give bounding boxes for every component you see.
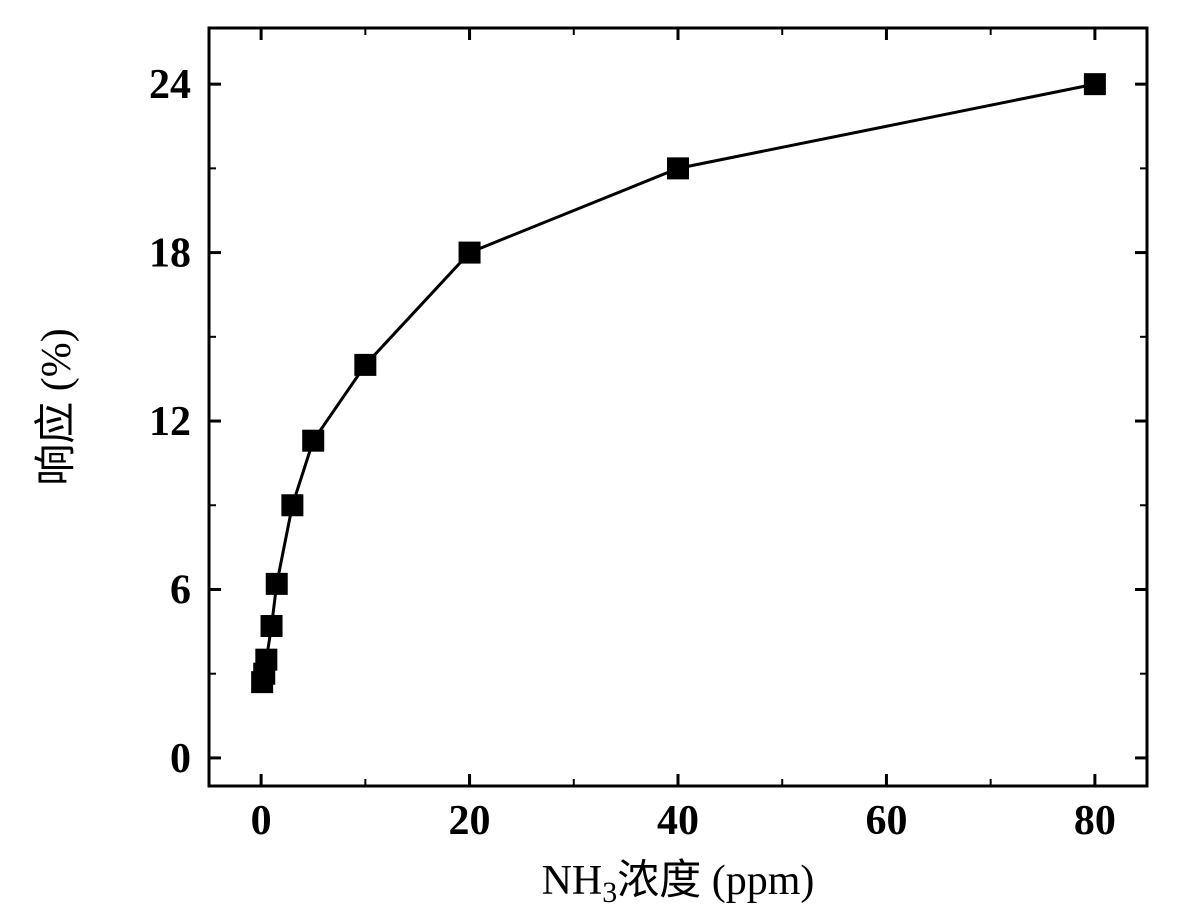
y-tick-label: 18 bbox=[149, 231, 191, 277]
chart-svg: 0 20 40 60 80 0 6 12 18 24 响应 (%) NH3浓度 (ppm) bbox=[0, 0, 1184, 922]
y-tick-label: 24 bbox=[149, 62, 191, 108]
data-marker bbox=[281, 494, 303, 516]
x-tick-label: 20 bbox=[449, 798, 491, 844]
y-tick-label: 0 bbox=[170, 736, 191, 782]
x-tick-label: 40 bbox=[657, 798, 699, 844]
x-tick-label: 80 bbox=[1074, 798, 1116, 844]
data-marker bbox=[261, 615, 283, 637]
y-tick-label: 6 bbox=[170, 567, 191, 613]
data-marker bbox=[255, 649, 277, 671]
data-marker bbox=[1084, 73, 1106, 95]
data-marker bbox=[354, 354, 376, 376]
data-marker bbox=[667, 157, 689, 179]
y-axis-label: 响应 (%) bbox=[33, 328, 80, 485]
plot-frame bbox=[209, 28, 1147, 786]
data-marker bbox=[266, 573, 288, 595]
x-tick-label: 0 bbox=[251, 798, 272, 844]
chart-container: 0 20 40 60 80 0 6 12 18 24 响应 (%) NH3浓度 (ppm) bbox=[0, 0, 1184, 922]
data-marker bbox=[302, 430, 324, 452]
x-axis-label: NH3浓度 (ppm) bbox=[542, 858, 815, 909]
y-tick-label: 12 bbox=[149, 399, 191, 445]
x-tick-label: 60 bbox=[865, 798, 907, 844]
data-marker bbox=[459, 242, 481, 264]
